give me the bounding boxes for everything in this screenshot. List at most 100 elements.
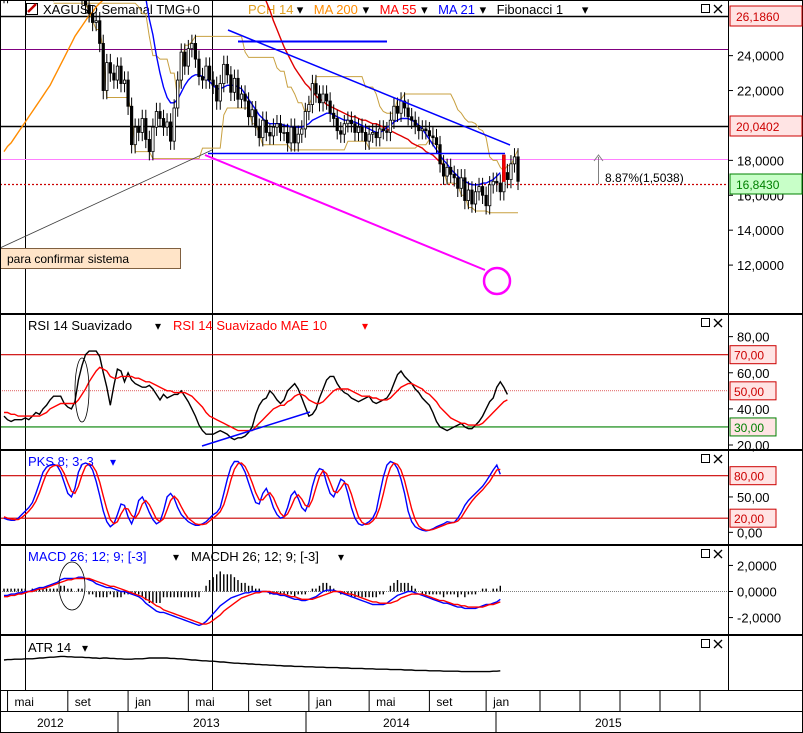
macd-header-label: MACD 26; 12; 9; [-3] [28, 549, 147, 564]
candle-body [261, 119, 265, 139]
candle-body [498, 182, 502, 193]
candle-body [140, 118, 144, 133]
price-marker-bg [729, 173, 803, 195]
year-label: 2014 [383, 716, 410, 730]
candle-body [512, 156, 517, 165]
level-marker-text: 50,00 [734, 385, 764, 399]
note-box: para confirmar sistema [0, 248, 181, 269]
candle-body [239, 93, 244, 100]
candle-body [130, 105, 134, 146]
close-pane-button[interactable] [713, 318, 723, 328]
macdh-header-label: MACDH 26; 12; 9; [-3] [191, 549, 319, 564]
indicator-label: MA 200 [314, 2, 358, 17]
close-pane-button[interactable] [713, 4, 723, 14]
pane-frame-rsi [0, 314, 729, 450]
pks-k-line [3, 460, 501, 532]
restore-pane-button[interactable] [701, 318, 710, 327]
candle-body [356, 126, 361, 133]
candle-body [395, 105, 400, 114]
price-header: XAGUSD Semanal TMG+0 PCH 14 ▾ MA 200 ▾ MA 55 ▾… [0, 0, 640, 17]
candle-body [271, 126, 276, 137]
macd-cross-ellipse [58, 561, 86, 611]
close-pane-button[interactable] [713, 549, 723, 559]
candle-body [339, 130, 343, 135]
candle-body [449, 166, 453, 175]
candle-body [371, 132, 375, 135]
candle-body [296, 133, 300, 144]
price-marker-bg [729, 115, 803, 137]
candle-body [367, 133, 371, 142]
candle-body [137, 126, 141, 133]
price-marker: 26,1860 [729, 5, 803, 27]
candle-body [363, 132, 368, 142]
restore-pane-button[interactable] [701, 454, 710, 463]
downtrend-line [227, 29, 511, 146]
candle-body [434, 137, 439, 146]
close-pane-button[interactable] [713, 454, 723, 464]
chevron-down-icon: ▾ [480, 2, 487, 17]
price-tick-label: 14,0000 [737, 223, 784, 238]
chevron-down-icon: ▾ [297, 2, 304, 17]
level-marker: 80,00 [729, 466, 777, 486]
chevron-down-icon: ▾ [582, 2, 589, 17]
header-bg [0, 0, 640, 14]
pane-axis-frame-atr [728, 635, 803, 691]
candle-body [112, 72, 116, 81]
candle-body [105, 62, 109, 91]
candle-body [321, 93, 325, 104]
candle-body [193, 43, 198, 60]
candle-body [346, 119, 350, 125]
pks-d-line [3, 462, 501, 531]
axis-tick-label: 40,00 [737, 402, 770, 417]
rsi-mae-header-label: RSI 14 Suavizado MAE 10 [173, 318, 327, 333]
rsi-header-label: RSI 14 Suavizado [28, 318, 132, 333]
month-label: mai [15, 695, 34, 709]
candle-body [420, 128, 424, 132]
candle-body [282, 132, 286, 134]
ma200-line [3, 0, 105, 152]
symbol-toggle[interactable] [26, 3, 38, 15]
candle-body [215, 84, 219, 102]
close-icon [713, 318, 723, 328]
level-marker: 30,00 [729, 417, 777, 437]
month-label: jan [315, 695, 332, 709]
restore-pane-button[interactable] [701, 639, 710, 648]
close-pane-button[interactable] [713, 639, 723, 649]
candle-body [165, 121, 169, 128]
indicator-label: PCH 14 [248, 2, 294, 17]
candle-body [133, 126, 137, 146]
axis-tick-label: 60,00 [737, 366, 770, 381]
annotation-layer: 8.87%(1,5038) para confirmar sistema [0, 29, 684, 611]
level-marker-bg [729, 508, 777, 528]
candle-body [392, 105, 396, 121]
candle-body [505, 172, 509, 180]
rsi-mae-line [4, 366, 508, 432]
candle-body [314, 83, 318, 95]
chevron-down-icon: ▾ [82, 641, 88, 655]
candle-body [119, 65, 123, 84]
macd-histogram [3, 571, 501, 603]
candle-body [190, 43, 194, 50]
candle-body [285, 132, 290, 144]
macd-signal-line [4, 577, 501, 625]
candle-body [413, 119, 417, 126]
candle-body [218, 83, 222, 102]
candle-body [402, 100, 407, 109]
candle-body [87, 4, 91, 15]
note-text: para confirmar sistema [7, 252, 129, 266]
candle-body [438, 144, 442, 165]
candle-body [268, 132, 272, 137]
restore-pane-button[interactable] [701, 4, 710, 13]
price-marker-bg [729, 5, 803, 27]
restore-pane-button[interactable] [701, 549, 710, 558]
candle-body [431, 135, 435, 139]
candle-body [324, 93, 329, 102]
candle-body [147, 139, 151, 153]
candle-body [101, 43, 105, 91]
candle-body [410, 116, 414, 121]
rsi-divergence-ellipse [74, 357, 90, 423]
price-marker: 16,8430 [729, 173, 803, 195]
candle-body [293, 126, 297, 144]
candle-body [473, 191, 478, 205]
